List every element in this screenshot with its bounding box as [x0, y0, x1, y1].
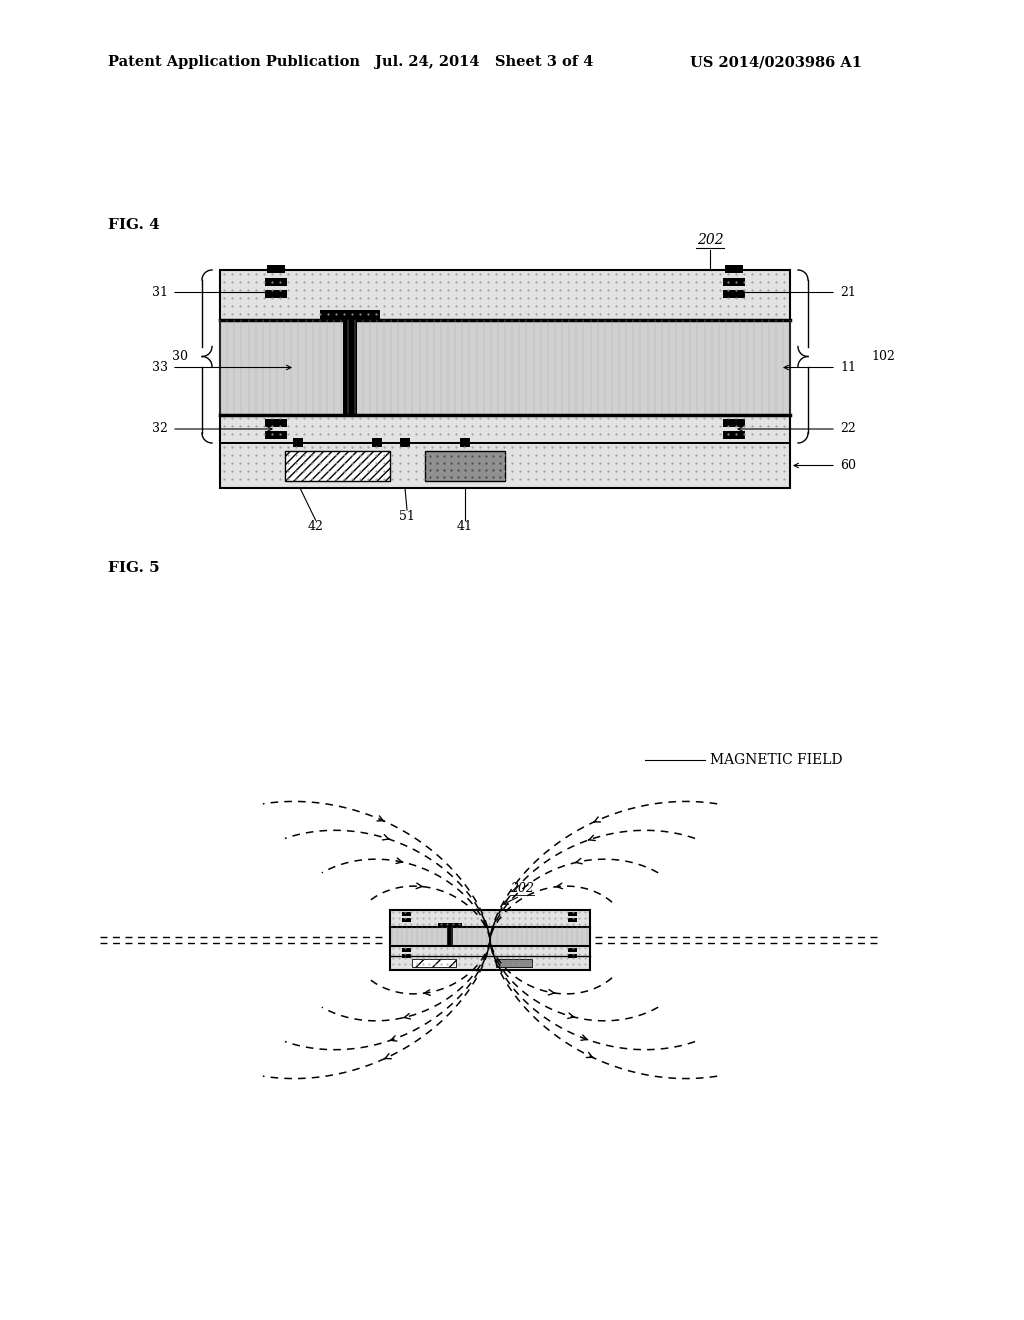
Bar	[293, 438, 303, 447]
Bar	[723, 418, 745, 426]
Bar	[568, 948, 577, 952]
Text: MAGNETIC FIELD: MAGNETIC FIELD	[710, 752, 843, 767]
Bar	[568, 954, 577, 958]
Bar	[402, 948, 411, 952]
Text: Patent Application Publication: Patent Application Publication	[108, 55, 360, 69]
Bar	[220, 319, 790, 414]
Text: 60: 60	[840, 459, 856, 473]
Bar	[319, 310, 380, 322]
Bar	[402, 954, 411, 958]
Bar	[723, 279, 745, 286]
Text: 31: 31	[152, 286, 168, 300]
Bar	[425, 451, 505, 480]
Bar	[412, 958, 456, 968]
Text: FIG. 4: FIG. 4	[108, 218, 160, 232]
Bar	[265, 432, 287, 440]
Text: FIG. 5: FIG. 5	[108, 561, 160, 576]
Bar	[390, 956, 590, 970]
Bar	[568, 917, 577, 921]
Bar	[438, 923, 462, 928]
Bar	[220, 271, 790, 488]
Text: 22: 22	[840, 422, 856, 436]
Bar	[220, 414, 790, 444]
Text: 41: 41	[457, 520, 473, 532]
Text: US 2014/0203986 A1: US 2014/0203986 A1	[690, 55, 862, 69]
Bar	[447, 925, 453, 946]
Bar	[400, 438, 410, 447]
Bar	[390, 909, 590, 970]
Bar	[390, 909, 590, 970]
Text: 21: 21	[840, 286, 856, 300]
Text: Jul. 24, 2014   Sheet 3 of 4: Jul. 24, 2014 Sheet 3 of 4	[375, 55, 593, 69]
Bar	[265, 290, 287, 298]
Bar	[725, 265, 743, 273]
Bar	[220, 444, 790, 488]
Bar	[390, 946, 590, 956]
Bar	[723, 290, 745, 298]
Bar	[723, 432, 745, 440]
Bar	[265, 418, 287, 426]
Text: 11: 11	[840, 360, 856, 374]
Bar	[496, 958, 532, 968]
Text: 33: 33	[152, 360, 168, 374]
Text: 30: 30	[172, 350, 188, 363]
Bar	[402, 917, 411, 921]
Bar	[568, 912, 577, 916]
Bar	[372, 438, 382, 447]
Text: 51: 51	[399, 510, 415, 523]
Bar	[402, 912, 411, 916]
Bar	[390, 927, 590, 946]
Bar	[265, 279, 287, 286]
Text: 32: 32	[152, 422, 168, 436]
Text: 102: 102	[871, 350, 895, 363]
Bar	[343, 319, 357, 414]
Bar	[390, 909, 590, 927]
Text: 202: 202	[696, 234, 723, 247]
Text: 202: 202	[510, 882, 534, 895]
Bar	[460, 438, 470, 447]
Bar	[267, 265, 285, 273]
Text: 42: 42	[307, 520, 324, 532]
Bar	[220, 271, 790, 319]
Bar	[285, 451, 390, 480]
